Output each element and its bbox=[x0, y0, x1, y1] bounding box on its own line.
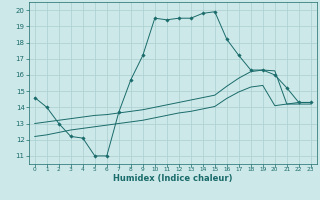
X-axis label: Humidex (Indice chaleur): Humidex (Indice chaleur) bbox=[113, 174, 233, 183]
